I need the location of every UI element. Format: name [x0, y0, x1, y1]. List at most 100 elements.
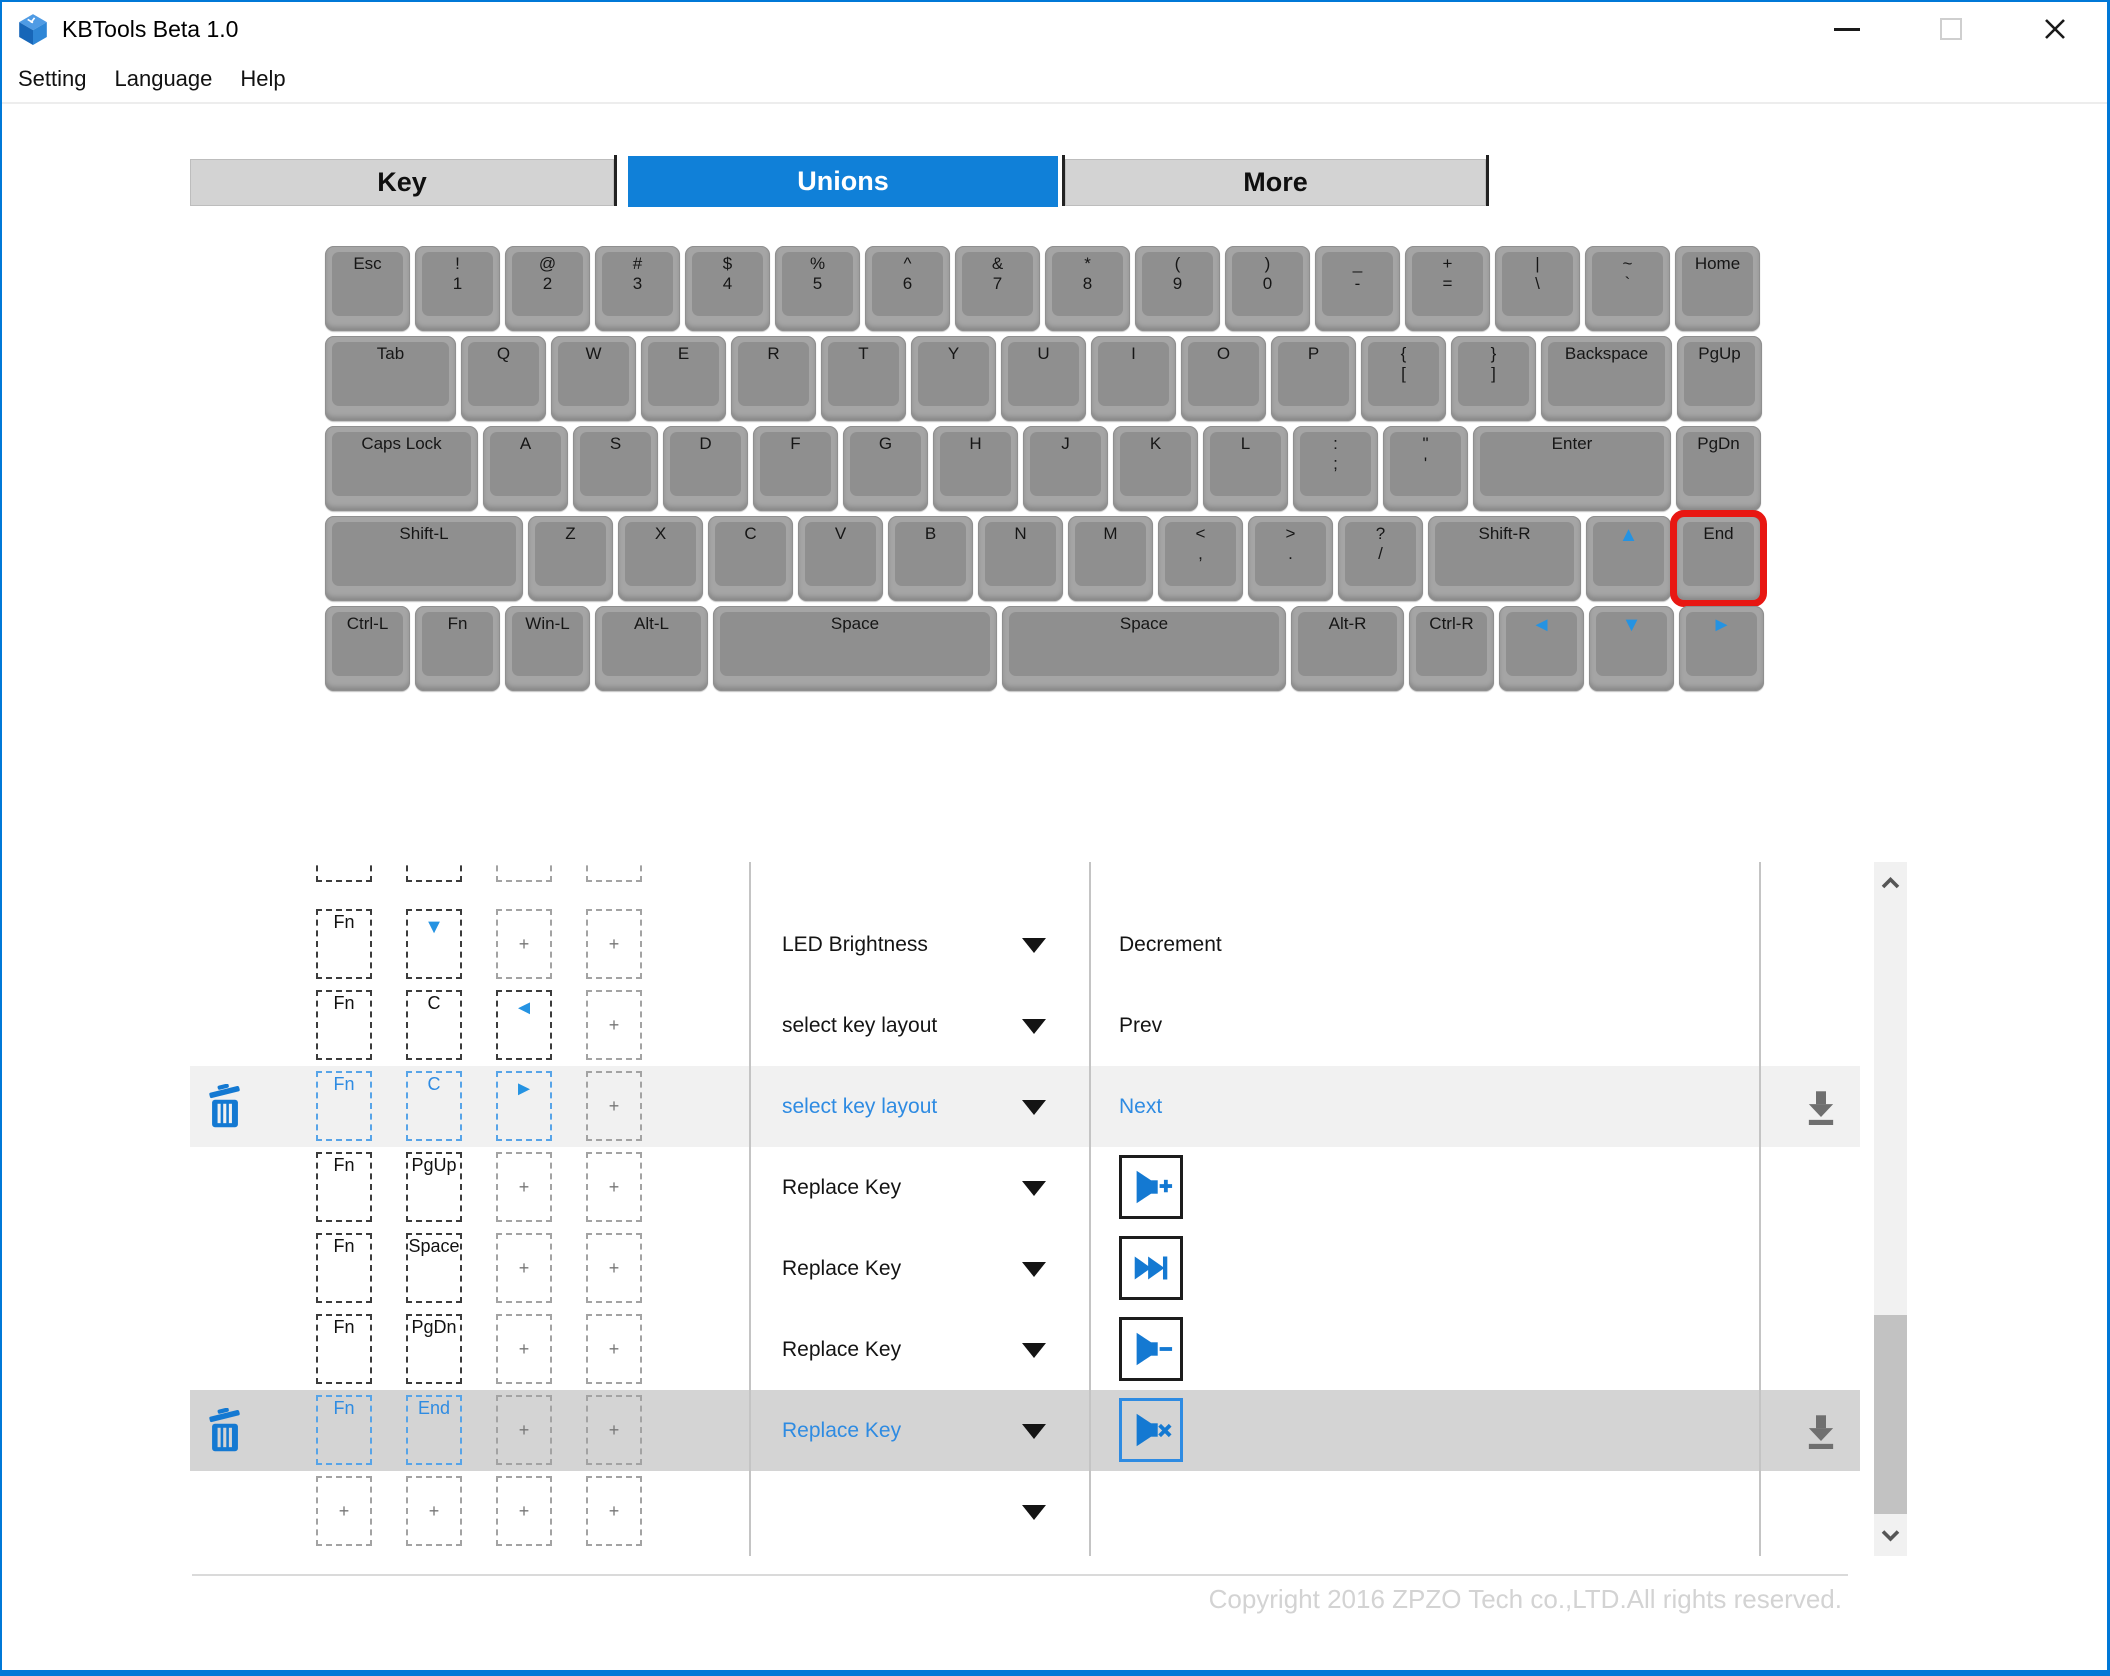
combo-slot-fn[interactable]: Fn: [316, 1233, 372, 1303]
minimize-button[interactable]: [1795, 2, 1899, 56]
key-sym[interactable]: ? /: [1338, 516, 1423, 601]
combo-slot-fn[interactable]: Fn: [316, 1152, 372, 1222]
key-p[interactable]: P: [1271, 336, 1356, 421]
combo-slot-c[interactable]: C: [406, 1071, 462, 1141]
dropdown-caret-icon[interactable]: [1022, 1504, 1046, 1520]
combo-slot-empty[interactable]: [586, 862, 642, 882]
key-sym[interactable]: | \: [1495, 246, 1580, 331]
key-m[interactable]: M: [1068, 516, 1153, 601]
key-down-arrow[interactable]: ▼: [1589, 606, 1674, 691]
key-n[interactable]: N: [978, 516, 1063, 601]
combo-slot-fn[interactable]: Fn: [316, 990, 372, 1060]
key-7[interactable]: & 7: [955, 246, 1040, 331]
dropdown-caret-icon[interactable]: [1022, 1099, 1046, 1115]
action-select-value[interactable]: Next: [1119, 1094, 1163, 1118]
key-shift-r[interactable]: Shift-R: [1428, 516, 1581, 601]
dropdown-caret-icon[interactable]: [1022, 1018, 1046, 1034]
action-icon-button[interactable]: [1119, 1317, 1183, 1381]
tab-more[interactable]: More: [1065, 159, 1486, 206]
key-d[interactable]: D: [663, 426, 748, 511]
key-backspace[interactable]: Backspace: [1541, 336, 1672, 421]
action-select-value[interactable]: Prev: [1119, 1013, 1163, 1037]
download-row-button[interactable]: [1796, 1082, 1846, 1132]
dropdown-caret-icon[interactable]: [1022, 1180, 1046, 1196]
key-3[interactable]: #3: [595, 246, 680, 331]
combo-slot-empty[interactable]: [316, 862, 372, 882]
key-2[interactable]: @2: [505, 246, 590, 331]
key-sym[interactable]: {[: [1361, 336, 1446, 421]
combo-slot-fn[interactable]: Fn: [316, 909, 372, 979]
dropdown-caret-icon[interactable]: [1022, 937, 1046, 953]
key-win-l[interactable]: Win-L: [505, 606, 590, 691]
scrollbar-thumb[interactable]: [1874, 1315, 1907, 1514]
key-j[interactable]: J: [1023, 426, 1108, 511]
combo-slot-pgdn[interactable]: PgDn: [406, 1314, 462, 1384]
function-select-value[interactable]: Replace Key: [782, 1256, 902, 1280]
key-s[interactable]: S: [573, 426, 658, 511]
key-up-arrow[interactable]: ▲: [1586, 516, 1671, 601]
function-select-value[interactable]: Replace Key: [782, 1175, 902, 1199]
key-pgup[interactable]: PgUp: [1677, 336, 1762, 421]
combo-slot-c[interactable]: C: [406, 990, 462, 1060]
key-v[interactable]: V: [798, 516, 883, 601]
action-icon-button[interactable]: [1119, 1236, 1183, 1300]
combo-slot-empty[interactable]: +: [586, 1233, 642, 1303]
key-sym[interactable]: >.: [1248, 516, 1333, 601]
combo-slot-empty[interactable]: +: [496, 909, 552, 979]
scroll-down-button[interactable]: [1874, 1514, 1907, 1556]
key-5[interactable]: % 5: [775, 246, 860, 331]
key-z[interactable]: Z: [528, 516, 613, 601]
key-fn[interactable]: Fn: [415, 606, 500, 691]
key-g[interactable]: G: [843, 426, 928, 511]
key-8[interactable]: * 8: [1045, 246, 1130, 331]
combo-slot-empty[interactable]: +: [586, 1314, 642, 1384]
combo-slot-empty[interactable]: +: [496, 1395, 552, 1465]
key-end[interactable]: End: [1670, 510, 1767, 607]
combo-slot-empty[interactable]: +: [586, 990, 642, 1060]
combo-slot-empty[interactable]: +: [496, 1476, 552, 1546]
combo-slot-empty[interactable]: +: [496, 1152, 552, 1222]
combo-slot-pgup[interactable]: PgUp: [406, 1152, 462, 1222]
key-alt-r[interactable]: Alt-R: [1291, 606, 1404, 691]
key-sym[interactable]: " ': [1383, 426, 1468, 511]
menu-setting[interactable]: Setting: [18, 66, 87, 91]
key-caps-lock[interactable]: Caps Lock: [325, 426, 478, 511]
dropdown-caret-icon[interactable]: [1022, 1261, 1046, 1277]
scroll-up-button[interactable]: [1874, 862, 1907, 904]
action-select-value[interactable]: Decrement: [1119, 932, 1222, 956]
key-sym[interactable]: _ -: [1315, 246, 1400, 331]
dropdown-caret-icon[interactable]: [1022, 1342, 1046, 1358]
key-w[interactable]: W: [551, 336, 636, 421]
key-0[interactable]: ) 0: [1225, 246, 1310, 331]
combo-slot-down-arrow[interactable]: ▼: [406, 909, 462, 979]
key-f[interactable]: F: [753, 426, 838, 511]
dropdown-caret-icon[interactable]: [1022, 1423, 1046, 1439]
key-enter[interactable]: Enter: [1473, 426, 1671, 511]
key-shift-l[interactable]: Shift-L: [325, 516, 523, 601]
key-l[interactable]: L: [1203, 426, 1288, 511]
key-4[interactable]: $4: [685, 246, 770, 331]
download-row-button[interactable]: [1796, 1406, 1846, 1456]
key-6[interactable]: ^ 6: [865, 246, 950, 331]
key-right-arrow[interactable]: ►: [1679, 606, 1764, 691]
combo-slot-empty[interactable]: +: [406, 1476, 462, 1546]
key-r[interactable]: R: [731, 336, 816, 421]
combo-slot-empty[interactable]: +: [586, 1071, 642, 1141]
key-c[interactable]: C: [708, 516, 793, 601]
combo-slot-fn[interactable]: Fn: [316, 1071, 372, 1141]
maximize-button[interactable]: [1899, 2, 2003, 56]
combo-slot-left-arrow[interactable]: ◄: [496, 990, 552, 1060]
combo-slot-empty[interactable]: +: [496, 1233, 552, 1303]
combo-slot-empty[interactable]: [496, 862, 552, 882]
combo-slot-empty[interactable]: +: [316, 1476, 372, 1546]
table-scrollbar[interactable]: [1874, 862, 1907, 1556]
key-1[interactable]: ! 1: [415, 246, 500, 331]
key-y[interactable]: Y: [911, 336, 996, 421]
function-select-value[interactable]: Replace Key: [782, 1337, 902, 1361]
function-select-value[interactable]: select key layout: [782, 1094, 938, 1118]
menu-help[interactable]: Help: [240, 66, 286, 91]
key-k[interactable]: K: [1113, 426, 1198, 511]
key-i[interactable]: I: [1091, 336, 1176, 421]
function-select-value[interactable]: select key layout: [782, 1013, 938, 1037]
combo-slot-empty[interactable]: +: [586, 909, 642, 979]
